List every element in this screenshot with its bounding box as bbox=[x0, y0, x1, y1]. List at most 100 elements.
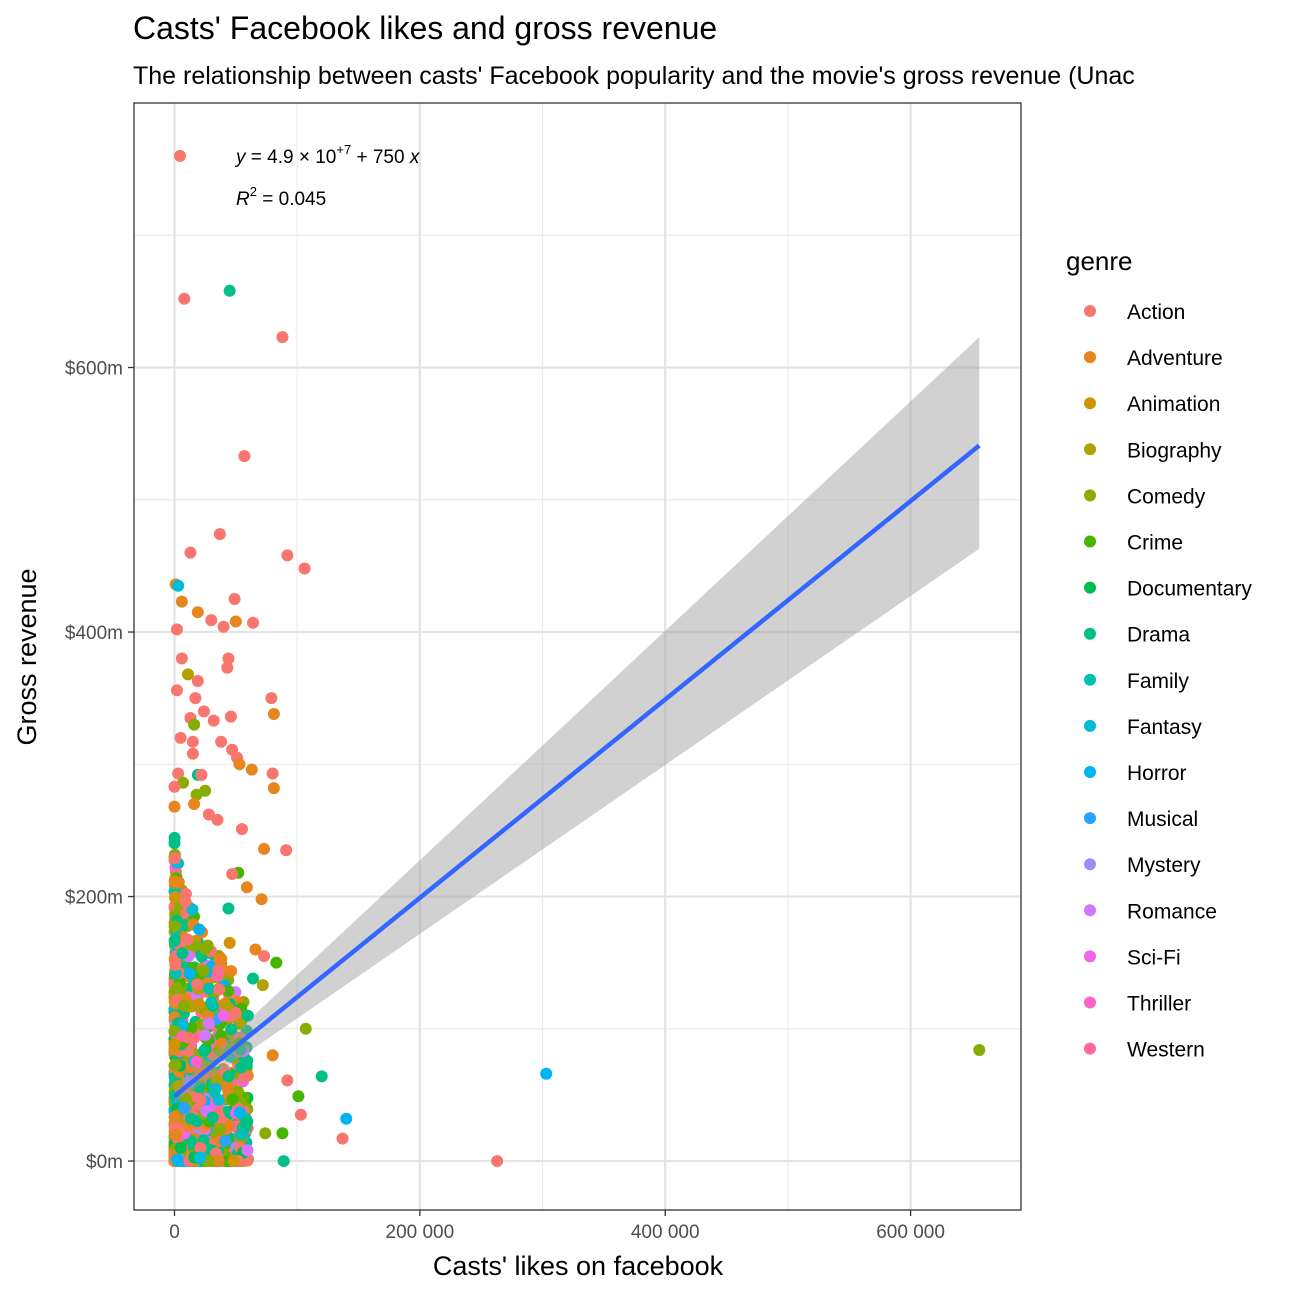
data-point bbox=[267, 782, 280, 795]
data-point bbox=[219, 1134, 232, 1147]
data-point bbox=[197, 705, 210, 718]
legend-key bbox=[1084, 858, 1096, 871]
data-point bbox=[276, 1127, 289, 1140]
data-point bbox=[193, 923, 206, 936]
legend-label: Comedy bbox=[1127, 485, 1206, 508]
r-squared: R2 = 0.045 bbox=[236, 184, 326, 210]
legend-label: Romance bbox=[1127, 900, 1217, 923]
data-point bbox=[213, 1122, 226, 1135]
data-point bbox=[225, 965, 238, 978]
legend-key bbox=[1084, 766, 1096, 778]
x-axis: 0 200 000 400 000 600 000 bbox=[169, 1210, 945, 1243]
y-tick-label: $400m bbox=[65, 623, 123, 644]
data-point bbox=[227, 1155, 240, 1168]
legend-key bbox=[1084, 581, 1096, 594]
data-point bbox=[168, 920, 181, 933]
data-point bbox=[238, 450, 251, 463]
data-point bbox=[168, 875, 181, 888]
confidence-band bbox=[174, 337, 980, 1103]
legend-key bbox=[1084, 397, 1096, 410]
data-point bbox=[174, 731, 187, 744]
data-point bbox=[170, 1128, 183, 1141]
data-point bbox=[540, 1067, 553, 1080]
y-axis-title: Gross revenue bbox=[12, 568, 42, 745]
legend-label: Musical bbox=[1127, 808, 1198, 831]
data-point bbox=[179, 1092, 192, 1105]
data-point bbox=[229, 1006, 242, 1019]
data-point bbox=[188, 797, 201, 810]
data-point bbox=[240, 1115, 253, 1128]
data-point bbox=[172, 579, 185, 592]
data-point bbox=[224, 710, 237, 723]
regression-annotation: y = 4.9 × 10+7 + 750 x R2 = 0.045 bbox=[234, 142, 421, 210]
x-tick-label: 400 000 bbox=[631, 1222, 700, 1243]
data-point bbox=[202, 1017, 215, 1030]
data-point bbox=[171, 1153, 184, 1166]
legend-key bbox=[1084, 719, 1096, 732]
data-point bbox=[184, 546, 197, 559]
data-point bbox=[270, 956, 283, 969]
legend-key bbox=[1084, 996, 1096, 1009]
x-tick-label: 200 000 bbox=[386, 1222, 455, 1243]
data-point bbox=[213, 983, 226, 996]
data-point bbox=[169, 852, 182, 865]
legend-key bbox=[1084, 627, 1096, 640]
data-point bbox=[174, 1141, 187, 1154]
plot-panel bbox=[134, 103, 1021, 1210]
y-tick-label: $200m bbox=[65, 888, 123, 909]
legend-label: Family bbox=[1127, 670, 1189, 693]
legend-label: Adventure bbox=[1127, 347, 1223, 370]
data-point bbox=[294, 1108, 307, 1121]
data-point bbox=[193, 1080, 206, 1093]
data-point bbox=[973, 1043, 986, 1056]
data-point bbox=[175, 652, 188, 665]
plot-area bbox=[133, 102, 1022, 1211]
data-point bbox=[281, 549, 294, 562]
equation-exp: +7 bbox=[336, 142, 351, 157]
data-point bbox=[233, 1106, 246, 1119]
x-axis-title: Casts' likes on facebook bbox=[433, 1251, 724, 1281]
points-layer bbox=[168, 149, 986, 1168]
data-point bbox=[241, 1009, 254, 1022]
legend-label: Fantasy bbox=[1127, 716, 1202, 739]
data-point bbox=[188, 718, 201, 731]
data-point bbox=[170, 623, 183, 636]
legend-title: genre bbox=[1066, 246, 1133, 276]
y-axis: $0m $200m $400m $600m bbox=[65, 359, 134, 1173]
legend: genre Action Adventure Animation Biography C… bbox=[1066, 246, 1252, 1062]
legend-label: Biography bbox=[1127, 439, 1222, 462]
r2-rest: = 0.045 bbox=[257, 189, 326, 210]
r2-lhs: R bbox=[236, 189, 250, 210]
data-point bbox=[266, 767, 279, 780]
legend-key bbox=[1084, 1042, 1096, 1055]
data-point bbox=[190, 788, 203, 801]
data-point bbox=[315, 1070, 328, 1083]
data-point bbox=[259, 1127, 272, 1140]
data-point bbox=[194, 1142, 207, 1155]
data-point bbox=[221, 1079, 234, 1092]
data-point bbox=[172, 767, 185, 780]
data-point bbox=[281, 1074, 294, 1087]
data-point bbox=[191, 978, 204, 991]
data-point bbox=[267, 708, 280, 721]
data-point bbox=[190, 1055, 203, 1068]
equation-rest: + 750 bbox=[351, 147, 410, 168]
data-point bbox=[265, 692, 278, 705]
data-point bbox=[178, 1102, 191, 1115]
regression-layer bbox=[173, 337, 981, 1103]
data-point bbox=[340, 1112, 353, 1125]
regression-equation: y = 4.9 × 10+7 + 750 x bbox=[234, 142, 421, 168]
data-point bbox=[241, 1144, 254, 1157]
legend-label: Horror bbox=[1127, 762, 1187, 785]
data-point bbox=[191, 606, 204, 619]
data-point bbox=[222, 902, 235, 915]
data-point bbox=[336, 1132, 349, 1145]
data-point bbox=[491, 1155, 504, 1168]
data-point bbox=[299, 1022, 312, 1035]
data-point bbox=[170, 981, 183, 994]
equation-var: x bbox=[409, 147, 421, 168]
legend-label: Crime bbox=[1127, 532, 1183, 555]
data-point bbox=[215, 735, 228, 748]
data-point bbox=[212, 1155, 225, 1168]
